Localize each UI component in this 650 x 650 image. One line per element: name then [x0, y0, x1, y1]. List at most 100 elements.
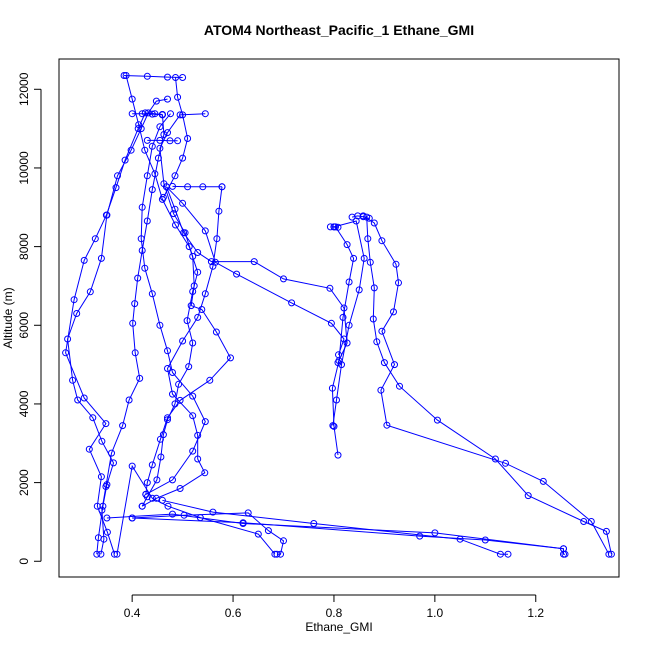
data-point [174, 137, 182, 145]
data-point [134, 274, 142, 282]
data-point [580, 518, 588, 525]
data-point [380, 359, 388, 367]
data-point [189, 288, 197, 295]
series-4 [128, 514, 569, 558]
series-line [125, 75, 199, 507]
series-line [162, 499, 508, 555]
data-point [148, 461, 156, 469]
series-line [116, 464, 276, 555]
data-point [184, 135, 192, 142]
data-point [201, 418, 209, 426]
series-2 [64, 95, 171, 558]
data-point [70, 296, 78, 304]
data-point [160, 180, 168, 188]
data-point [135, 121, 143, 129]
data-point [171, 172, 179, 180]
data-point [339, 313, 347, 321]
series-9 [359, 212, 613, 558]
data-point [416, 532, 424, 540]
data-point [365, 214, 373, 222]
data-point [350, 254, 358, 262]
data-point [97, 473, 105, 481]
data-point [143, 72, 151, 80]
data-point [179, 199, 187, 207]
data-point [502, 459, 509, 467]
series-line [106, 513, 564, 550]
data-point [370, 284, 378, 292]
data-point [201, 110, 209, 118]
data-point [158, 195, 166, 203]
data-point [170, 210, 177, 218]
data-point [504, 550, 512, 558]
series-line [67, 98, 168, 555]
data-point [330, 422, 338, 430]
data-point [102, 420, 110, 428]
plot-area [62, 72, 615, 558]
data-point [355, 286, 363, 294]
data-point [194, 455, 202, 463]
data-point [153, 476, 161, 484]
data-point [156, 144, 164, 152]
data-point [120, 72, 128, 79]
data-point [143, 217, 151, 225]
data-point [156, 123, 164, 131]
data-point [64, 335, 72, 343]
series-5 [113, 462, 279, 558]
data-point [156, 321, 164, 329]
data-point [80, 394, 88, 402]
data-point [212, 328, 220, 336]
data-point [148, 290, 156, 298]
series-line [132, 517, 565, 555]
data-point [213, 235, 221, 243]
data-point [151, 170, 159, 178]
data-point [138, 110, 146, 118]
data-point [539, 477, 547, 485]
data-point [103, 211, 111, 219]
series-line [124, 75, 183, 78]
x-tick-label: 1.2 [527, 606, 544, 620]
data-point [328, 384, 336, 392]
series-17 [122, 72, 202, 510]
data-point [273, 550, 281, 558]
data-point [164, 95, 171, 103]
data-point [166, 137, 174, 145]
series-19 [120, 72, 187, 81]
data-point [239, 520, 247, 527]
x-tick-label: 0.4 [124, 606, 141, 620]
data-point [343, 241, 351, 249]
data-point [148, 186, 156, 194]
data-point [383, 421, 391, 429]
data-point [62, 349, 70, 357]
data-point [433, 416, 441, 424]
data-point [141, 264, 149, 272]
data-point [264, 527, 272, 535]
data-point [280, 537, 287, 545]
data-point [93, 550, 101, 558]
data-point [329, 422, 337, 430]
data-point [183, 317, 191, 325]
series-line [100, 114, 165, 555]
data-point [334, 451, 342, 459]
data-point [69, 376, 77, 384]
data-point [121, 156, 129, 164]
data-point [99, 502, 107, 510]
data-point [164, 365, 171, 372]
data-point [481, 536, 489, 544]
data-point [602, 527, 610, 535]
x-tick-label: 0.6 [225, 606, 242, 620]
y-tick-label: 6000 [17, 312, 31, 339]
data-point [164, 502, 172, 510]
data-point [128, 95, 136, 103]
data-point [378, 327, 386, 335]
y-tick-label: 10000 [17, 151, 31, 185]
data-point [138, 502, 146, 510]
series-line [362, 215, 610, 555]
data-point [164, 347, 171, 355]
data-point [207, 258, 215, 266]
data-point [189, 339, 197, 347]
data-point [169, 510, 176, 518]
data-point [340, 335, 348, 343]
series-line [162, 77, 189, 198]
data-point [189, 447, 197, 455]
